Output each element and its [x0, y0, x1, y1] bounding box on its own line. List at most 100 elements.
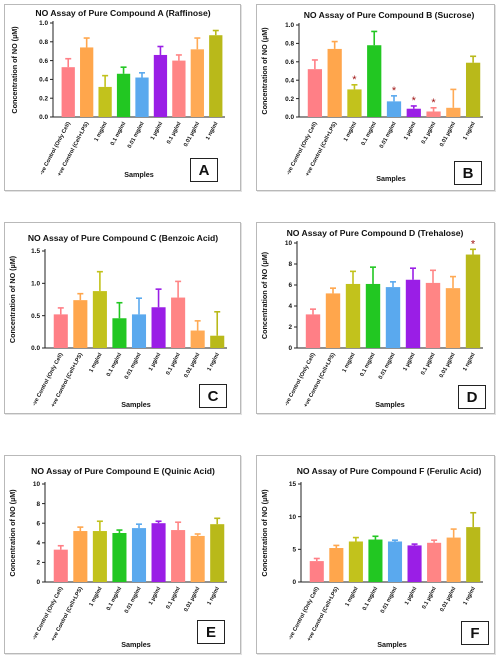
bar — [190, 49, 204, 117]
bar — [325, 293, 341, 348]
bar — [309, 561, 324, 582]
panel-label-d: D — [458, 385, 486, 409]
y-tick-label: 1.0 — [285, 22, 294, 29]
y-tick-label: 0.5 — [31, 313, 40, 320]
significance-star: * — [471, 238, 476, 250]
y-tick-label: 0 — [292, 579, 296, 586]
x-category-label: 0.1 mg/ml — [359, 352, 377, 378]
panel-label-e: E — [197, 620, 225, 644]
y-tick-label: 6 — [36, 520, 40, 527]
bar — [112, 318, 127, 348]
bar — [98, 86, 112, 117]
y-tick-label: 0.4 — [39, 77, 48, 84]
bar — [386, 101, 402, 117]
x-category-label: 0.01 µg/ml — [183, 352, 201, 379]
chart-svg-a: NO Assay of Pure Compound A (Raffinose) C… — [10, 8, 225, 179]
bar — [329, 548, 344, 582]
x-axis-label: Samples — [377, 640, 407, 649]
x-axis-label: Samples — [124, 170, 154, 179]
x-axis-label: Samples — [376, 174, 406, 183]
bar — [348, 541, 363, 582]
x-category-label: 1 µg/ml — [148, 352, 163, 372]
x-category-label: 1 mg/ml — [342, 352, 357, 374]
chart-svg-d: NO Assay of Pure Compound D (Trehalose) C… — [260, 228, 483, 409]
y-tick-label: 0.0 — [285, 114, 294, 121]
y-tick-label: 0.4 — [285, 77, 294, 84]
y-tick-label: 8 — [36, 501, 40, 508]
y-tick-label: 0.0 — [31, 345, 40, 352]
chart-title: NO Assay of Pure Compound F (Ferulic Aci… — [297, 466, 482, 476]
y-tick-label: 4 — [288, 303, 292, 310]
x-category-label: 1 mg/ml — [88, 352, 103, 374]
bar — [426, 111, 441, 117]
bar — [307, 69, 323, 117]
chart-svg-b: NO Assay of Pure Compound B (Sucrose) Con… — [260, 10, 483, 183]
x-category-label: 1 ng/ml — [206, 586, 221, 606]
x-axis-label: Samples — [121, 640, 151, 649]
chart-panel-e: NO Assay of Pure Compound E (Quinic Acid… — [4, 455, 241, 654]
chart-panel-b: NO Assay of Pure Compound B (Sucrose) Con… — [256, 4, 495, 191]
significance-star: * — [352, 74, 357, 86]
y-tick-label: 2 — [288, 324, 292, 331]
x-category-label: 1 ng/ml — [206, 352, 221, 372]
bar — [446, 107, 461, 117]
bar — [135, 77, 149, 117]
chart-title: NO Assay of Pure Compound C (Benzoic Aci… — [28, 233, 218, 243]
x-category-label: 1 µg/ml — [404, 586, 419, 606]
y-tick-label: 0.2 — [39, 95, 48, 102]
x-category-label: 0.01 mg/ml — [378, 352, 397, 381]
chart-svg-f: NO Assay of Pure Compound F (Ferulic Aci… — [260, 466, 483, 649]
x-category-label: 0.1 mg/ml — [362, 586, 380, 612]
y-tick-label: 8 — [288, 261, 292, 268]
y-axis-label: Concentration of NO (µM) — [260, 251, 269, 339]
bar — [407, 545, 422, 582]
bar — [172, 60, 186, 117]
bar — [367, 45, 382, 117]
bar — [446, 537, 461, 582]
y-axis-label: Concentration of NO (µM) — [260, 489, 269, 577]
panel-label-f: F — [461, 621, 489, 645]
x-category-label: 0.1 µg/ml — [165, 352, 182, 376]
y-tick-label: 0 — [288, 345, 292, 352]
bar — [465, 254, 481, 348]
chart-panel-d: NO Assay of Pure Compound D (Trehalose) C… — [256, 222, 495, 414]
bar — [131, 528, 147, 582]
y-tick-label: 0.2 — [285, 96, 294, 103]
x-category-label: 0.1 µg/ml — [166, 121, 183, 145]
significance-star: * — [392, 85, 397, 97]
bar — [53, 549, 68, 582]
chart-svg-e: NO Assay of Pure Compound E (Quinic Acid… — [8, 466, 227, 649]
y-tick-label: 0 — [36, 579, 40, 586]
y-axis-label: Concentration of NO (µM) — [8, 255, 17, 343]
y-tick-label: 10 — [289, 514, 297, 521]
bar — [190, 535, 205, 582]
bar — [425, 282, 441, 348]
bar — [405, 279, 421, 348]
bar — [171, 297, 186, 348]
x-category-label: 0.1 mg/ml — [110, 121, 128, 147]
x-category-label: 1 mg/ml — [94, 121, 109, 143]
bar — [92, 291, 107, 348]
y-tick-label: 4 — [36, 540, 40, 547]
bar — [345, 283, 361, 348]
x-category-label: 1 µg/ml — [148, 586, 163, 606]
y-tick-label: 0.8 — [285, 41, 294, 48]
x-category-label: 0.01 µg/ml — [439, 121, 457, 148]
x-category-label: 0.01 µg/ml — [183, 121, 201, 148]
bar — [153, 54, 168, 117]
y-tick-label: 10 — [33, 481, 41, 488]
bar — [61, 67, 75, 117]
bar — [368, 539, 383, 582]
x-category-label: 0.01 mg/ml — [124, 586, 143, 615]
chart-title: NO Assay of Pure Compound B (Sucrose) — [304, 10, 475, 20]
x-category-label: 0.1 µg/ml — [420, 352, 437, 376]
bar — [190, 330, 205, 348]
y-tick-label: 15 — [289, 481, 297, 488]
bar — [387, 541, 403, 582]
bar — [73, 300, 88, 348]
bar — [209, 35, 223, 117]
bar — [53, 314, 68, 348]
y-tick-label: 0.6 — [39, 58, 48, 65]
x-category-label: 0.01 mg/ml — [124, 352, 143, 381]
bar — [151, 523, 166, 582]
